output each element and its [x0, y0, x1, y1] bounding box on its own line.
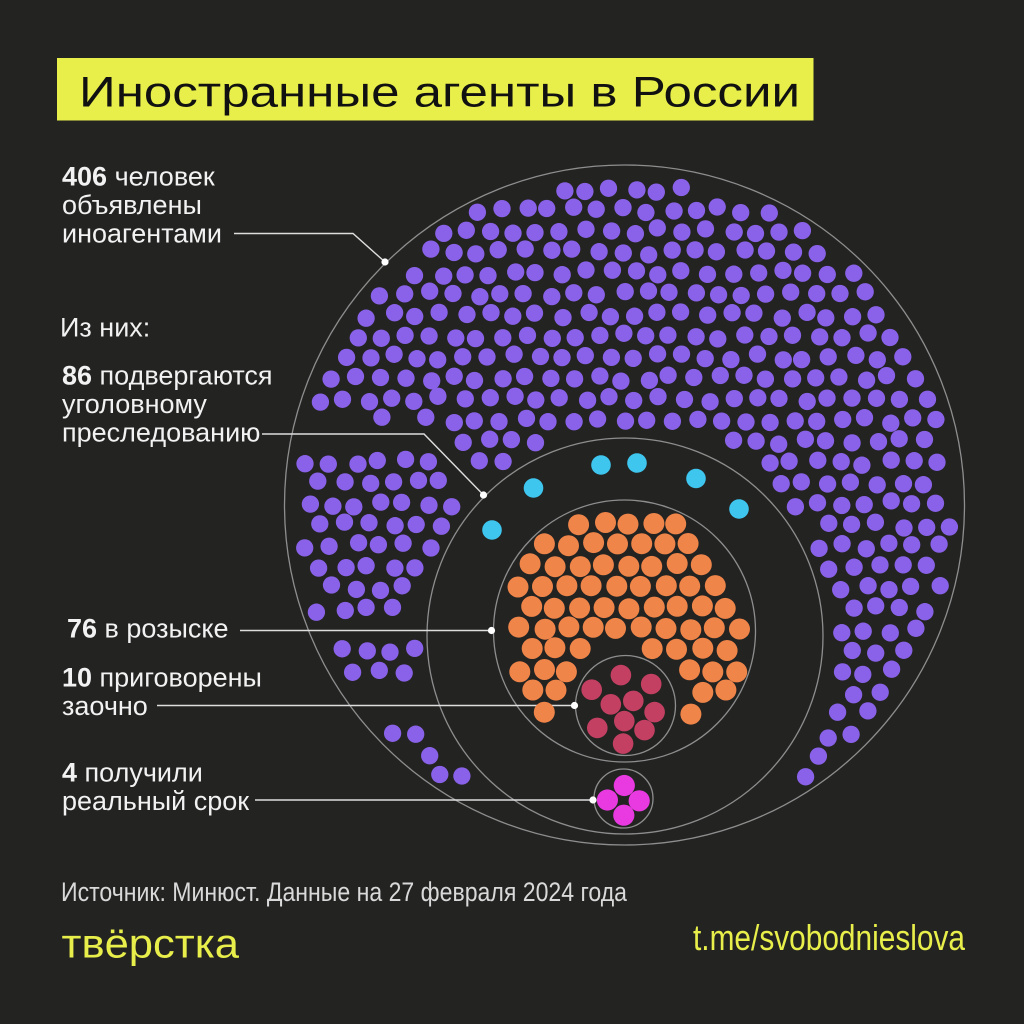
svg-text:иноагентами: иноагентами	[62, 219, 222, 249]
svg-text:4 получили: 4 получили	[62, 758, 203, 788]
svg-text:10 приговорены: 10 приговорены	[62, 663, 262, 693]
svg-text:Источник: Минюст. Данные на 27: Источник: Минюст. Данные на 27 февраля 2…	[61, 877, 627, 907]
svg-text:заочно: заочно	[62, 691, 148, 721]
svg-text:реальный срок: реальный срок	[62, 786, 249, 816]
svg-text:объявлены: объявлены	[62, 190, 202, 220]
svg-text:406 человек: 406 человек	[62, 162, 215, 192]
svg-text:Из них:: Из них:	[60, 313, 150, 343]
svg-text:76 в розыске: 76 в розыске	[67, 614, 229, 644]
svg-text:уголовному: уголовному	[62, 389, 207, 419]
svg-text:Иностранные агенты в России: Иностранные агенты в России	[79, 69, 800, 117]
svg-text:твёрстка: твёрстка	[62, 921, 240, 967]
svg-text:86 подвергаются: 86 подвергаются	[62, 361, 273, 391]
svg-text:преследованию: преследованию	[62, 418, 260, 448]
svg-text:t.me/svobodnieslova: t.me/svobodnieslova	[693, 917, 966, 958]
